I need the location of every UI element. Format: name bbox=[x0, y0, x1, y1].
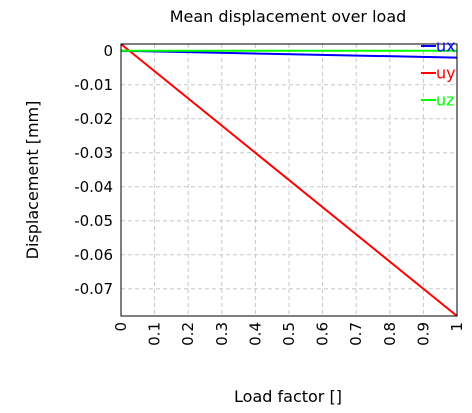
series-line-ux bbox=[120, 49, 458, 59]
x-tick-label: 0.2 bbox=[179, 322, 197, 346]
y-tick-label: -0.04 bbox=[74, 178, 113, 196]
y-axis-ticks: 0 -0.01 -0.02 -0.03 -0.04 -0.05 -0.06 -0.07 bbox=[74, 42, 113, 298]
y-tick-label: -0.05 bbox=[74, 212, 113, 230]
y-tick-label: -0.07 bbox=[74, 280, 113, 298]
series-line-uy bbox=[120, 43, 458, 317]
y-tick-label: -0.01 bbox=[74, 76, 113, 94]
legend-label-ux: ux bbox=[436, 37, 456, 56]
legend-label-uy: uy bbox=[436, 64, 456, 83]
x-tick-label: 0.5 bbox=[280, 322, 298, 346]
series-layer bbox=[120, 43, 458, 317]
x-tick-label: 0.6 bbox=[314, 322, 332, 346]
legend: ux uy uz bbox=[421, 37, 456, 110]
x-tick-label: 0.9 bbox=[414, 322, 432, 346]
x-tick-label: 1 bbox=[448, 322, 466, 332]
x-tick-label: 0.4 bbox=[246, 322, 264, 346]
chart-title: Mean displacement over load bbox=[170, 7, 407, 26]
y-tick-label: -0.02 bbox=[74, 110, 113, 128]
plot-frame bbox=[120, 43, 458, 317]
x-tick-label: 0 bbox=[112, 322, 130, 332]
y-axis-label: Displacement [mm] bbox=[23, 101, 42, 260]
x-tick-label: 0.7 bbox=[347, 322, 365, 346]
x-tick-label: 0.3 bbox=[213, 322, 231, 346]
y-tick-label: -0.06 bbox=[74, 246, 113, 264]
y-tick-label: 0 bbox=[103, 42, 113, 60]
x-tick-label: 0.1 bbox=[146, 322, 164, 346]
x-axis-ticks: 0 0.1 0.2 0.3 0.4 0.5 0.6 0.7 0.8 0.9 1 bbox=[112, 322, 466, 346]
x-tick-label: 0.8 bbox=[381, 322, 399, 346]
y-tick-label: -0.03 bbox=[74, 144, 113, 162]
legend-label-uz: uz bbox=[436, 91, 455, 110]
x-axis-label: Load factor [] bbox=[234, 387, 342, 406]
